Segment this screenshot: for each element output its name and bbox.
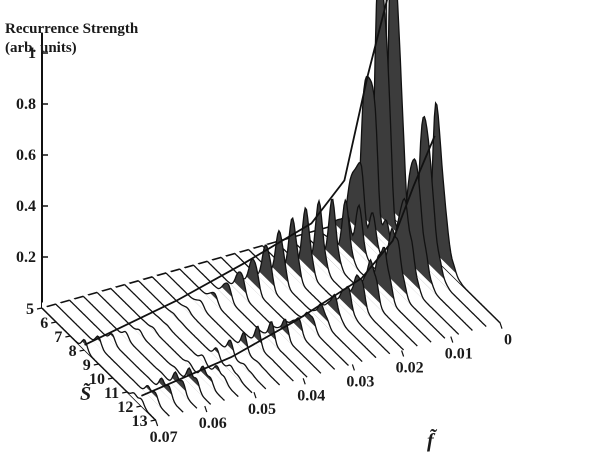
slice-base-ribbon bbox=[42, 302, 156, 420]
slice-fill bbox=[345, 162, 459, 335]
slice-fill bbox=[317, 200, 432, 343]
slice-base-ribbon bbox=[110, 282, 225, 401]
s-tick-label: 8 bbox=[69, 343, 77, 360]
slice-line bbox=[344, 161, 460, 335]
slice-line bbox=[82, 295, 198, 409]
slice-base-ribbon bbox=[83, 290, 197, 409]
frequency-slices bbox=[41, 0, 501, 421]
slice-base-ribbon bbox=[69, 294, 184, 413]
s-tick-mark bbox=[136, 405, 142, 408]
z-tick-label: 0.2 bbox=[16, 249, 36, 266]
s-tick-mark bbox=[65, 335, 71, 338]
slice-fill bbox=[386, 0, 500, 323]
ridge-envelope-1 bbox=[84, 0, 388, 346]
f-tick-label: 0.03 bbox=[346, 373, 374, 390]
slice-fill bbox=[248, 230, 363, 362]
slice-base-ribbon bbox=[234, 247, 349, 366]
f-axis-label: f̃ bbox=[427, 428, 438, 452]
s-tick-label: 6 bbox=[40, 315, 48, 332]
s-tick-mark bbox=[150, 419, 156, 422]
slice-base-ribbon bbox=[248, 243, 363, 362]
slice-line bbox=[358, 75, 473, 331]
slice-fill bbox=[358, 76, 473, 331]
ridge-envelopes bbox=[84, 0, 436, 397]
ridge-envelope-2 bbox=[141, 135, 436, 397]
f-tick-label: 0.07 bbox=[150, 429, 178, 446]
f-tick-label: 0 bbox=[504, 332, 512, 349]
f-tick-mark bbox=[351, 364, 355, 371]
f-tick-mark bbox=[155, 419, 159, 427]
f-tick-mark bbox=[253, 392, 257, 399]
slice-base-ribbon bbox=[138, 274, 253, 393]
slice-base-ribbon bbox=[262, 239, 377, 358]
slice-line bbox=[385, 0, 501, 324]
f-tick-mark bbox=[302, 378, 306, 385]
slice-line bbox=[165, 272, 281, 386]
s-tick-label: 9 bbox=[83, 357, 91, 374]
s-tick-mark bbox=[79, 349, 85, 352]
s-tick-mark bbox=[93, 363, 99, 366]
slice-fill bbox=[372, 0, 487, 327]
f-tick-mark bbox=[450, 336, 454, 343]
y-axis-label-line2: (arb. units) bbox=[5, 40, 77, 56]
s-tick-label: 10 bbox=[89, 371, 105, 388]
slice-line bbox=[151, 276, 267, 390]
s-tick-label: 7 bbox=[54, 329, 62, 346]
s-tick-mark bbox=[51, 321, 57, 324]
s-tick-label: 5 bbox=[26, 301, 34, 318]
f-tick-mark bbox=[204, 405, 208, 413]
slice-fill bbox=[262, 218, 376, 358]
slice-base-ribbon bbox=[55, 298, 170, 417]
s-axis-label: S̃ bbox=[80, 382, 92, 405]
slice-line bbox=[110, 288, 225, 401]
z-tick-label: 1 bbox=[28, 45, 36, 62]
s-tick-label: 13 bbox=[132, 413, 148, 430]
slice-line bbox=[124, 284, 239, 398]
axis-labels: Recurrence Strength (arb. units) S̃ f̃ bbox=[5, 21, 438, 452]
slice-line bbox=[193, 264, 308, 378]
f-tick-label: 0.06 bbox=[199, 415, 227, 432]
z-tick-label: 0.8 bbox=[16, 96, 36, 113]
s-tick-mark bbox=[122, 391, 128, 394]
s-tick-label: 12 bbox=[117, 399, 133, 416]
f-tick-label: 0.04 bbox=[297, 387, 325, 404]
slice-base-ribbon bbox=[276, 235, 390, 354]
f-tick-mark bbox=[401, 350, 405, 357]
slice-fill bbox=[234, 245, 349, 366]
f-tick-label: 0.02 bbox=[396, 360, 424, 377]
slice-line bbox=[41, 307, 157, 421]
f-tick-mark bbox=[499, 322, 503, 329]
f-tick-label: 0.05 bbox=[248, 401, 276, 418]
slice-line bbox=[137, 280, 253, 394]
slice-line bbox=[206, 260, 322, 374]
z-tick-label: 0.4 bbox=[16, 198, 36, 215]
slice-line bbox=[55, 303, 170, 417]
slice-fill bbox=[276, 208, 390, 354]
s-tick-mark bbox=[36, 307, 43, 310]
slice-fill bbox=[303, 199, 418, 347]
s-tick-mark bbox=[107, 377, 114, 380]
s-tick-label: 11 bbox=[104, 385, 119, 402]
slice-base-ribbon bbox=[97, 286, 211, 405]
y-axis-label-line1: Recurrence Strength bbox=[5, 21, 139, 37]
f-tick-label: 0.01 bbox=[445, 346, 473, 363]
z-tick-label: 0.6 bbox=[16, 147, 36, 164]
slice-line bbox=[69, 299, 184, 413]
slice-fill bbox=[290, 201, 404, 350]
